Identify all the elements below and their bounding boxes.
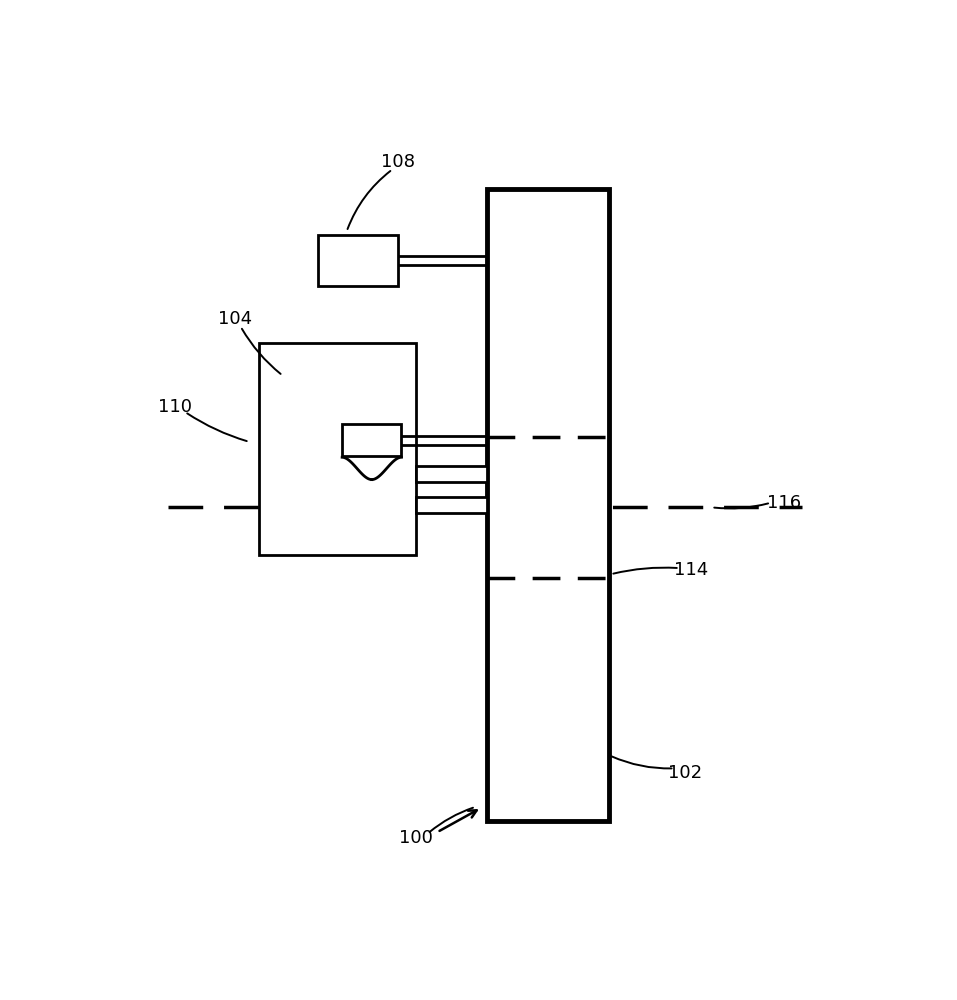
Text: 110: 110 — [158, 398, 192, 416]
Bar — [416, 497, 487, 513]
Bar — [343, 424, 402, 456]
Bar — [416, 466, 487, 482]
Text: 116: 116 — [768, 494, 801, 512]
Text: 104: 104 — [217, 310, 252, 328]
Text: 102: 102 — [668, 764, 701, 782]
Bar — [487, 189, 610, 821]
Text: 114: 114 — [674, 561, 708, 579]
Text: 108: 108 — [381, 153, 414, 171]
Bar — [319, 235, 398, 286]
Bar — [259, 343, 416, 555]
Text: 100: 100 — [399, 829, 434, 847]
